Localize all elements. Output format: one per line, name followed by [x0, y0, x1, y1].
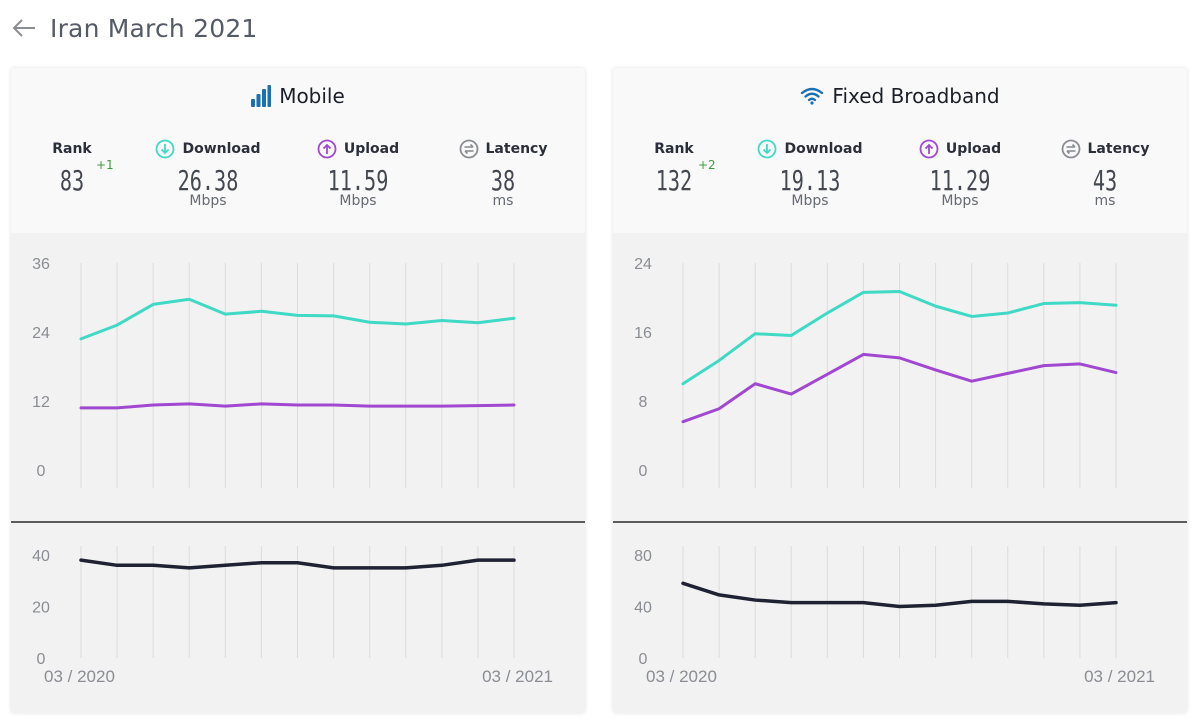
mobile-panel: Mobile Rank 83 +1 Download 26.38 Mbps: [11, 68, 585, 713]
y-tick-label: 12: [32, 394, 50, 411]
y-tick-label: 8: [639, 394, 648, 411]
page-title: Iran March 2021: [50, 13, 258, 43]
y-tick-label: 0: [37, 651, 46, 668]
download-value: 26.38: [177, 164, 239, 197]
latency-label-row: Latency: [443, 138, 563, 160]
fixed-rank-stat: Rank 132: [641, 138, 707, 196]
upload-value: 11.29: [929, 164, 991, 197]
upload-arrow-icon: [919, 139, 939, 159]
download-unit: Mbps: [189, 193, 227, 209]
fixed-title-text: Fixed Broadband: [832, 84, 1000, 108]
y-tick-label: 20: [32, 600, 50, 617]
wifi-icon: [801, 87, 824, 105]
rank-label: Rank: [654, 141, 694, 157]
fixed-upload-stat: Upload 11.29 Mbps: [905, 138, 1015, 208]
latency-value: 43: [1092, 164, 1118, 197]
y-tick-label: 0: [639, 651, 648, 668]
mobile-upload-line: [79, 402, 516, 410]
upload-label-row: Upload: [905, 138, 1015, 160]
mobile-latency-chart: 0 20 40 03 / 2020 03 / 2021: [32, 546, 553, 686]
x-end-date-label: 03 / 2021: [482, 667, 553, 686]
fixed-latency-stat: Latency 43 ms: [1045, 138, 1165, 208]
back-arrow-icon[interactable]: [10, 14, 38, 42]
fixed-upload-line: [681, 352, 1118, 424]
rank-change-badge: +1: [96, 158, 114, 172]
mobile-summary: Mobile Rank 83 +1 Download 26.38 Mbps: [11, 68, 585, 233]
latency-value: 38: [490, 164, 516, 197]
download-label-row: Download: [143, 138, 273, 160]
mobile-download-stat: Download 26.38 Mbps: [143, 138, 273, 208]
mobile-charts: 0 12 24 36 0 20 40 03 / 2020 03 / 2021: [11, 256, 585, 686]
download-unit: Mbps: [791, 193, 829, 209]
fixed-panel: Fixed Broadband Rank 132 +2 Download 19.…: [613, 68, 1187, 713]
latency-label: Latency: [485, 141, 548, 157]
signal-bars-icon: [251, 85, 272, 107]
mobile-download-line: [79, 297, 516, 341]
upload-unit: Mbps: [339, 193, 377, 209]
upload-value: 11.59: [327, 164, 389, 197]
mobile-latency-stat: Latency 38 ms: [443, 138, 563, 208]
download-label-row: Download: [745, 138, 875, 160]
y-tick-label: 0: [37, 463, 46, 480]
fixed-latency-line: [681, 581, 1118, 609]
upload-arrow-icon: [317, 139, 337, 159]
fixed-speed-chart: 0 8 16 24: [634, 256, 1118, 488]
y-tick-label: 40: [634, 600, 652, 617]
fixed-panel-title: Fixed Broadband: [613, 84, 1187, 108]
download-arrow-icon: [156, 139, 175, 159]
x-start-date-label: 03 / 2020: [646, 667, 717, 686]
upload-label: Upload: [945, 141, 1002, 157]
y-tick-label: 36: [32, 256, 50, 273]
mobile-latency-line: [79, 558, 516, 570]
rank-value: 83: [59, 164, 85, 197]
download-label: Download: [784, 141, 863, 157]
latency-unit: ms: [492, 193, 514, 209]
mobile-panel-title: Mobile: [11, 84, 585, 108]
y-tick-label: 24: [32, 325, 50, 342]
x-start-date-label: 03 / 2020: [44, 667, 115, 686]
latency-unit: ms: [1094, 193, 1116, 209]
upload-unit: Mbps: [941, 193, 979, 209]
download-value: 19.13: [779, 164, 841, 197]
mobile-speed-chart: 0 12 24 36: [32, 256, 516, 488]
latency-label-row: Latency: [1045, 138, 1165, 160]
y-tick-label: 40: [32, 548, 50, 565]
upload-label: Upload: [343, 141, 400, 157]
page-header: Iran March 2021: [10, 8, 258, 48]
upload-label-row: Upload: [303, 138, 413, 160]
latency-arrows-icon: [459, 139, 478, 159]
x-end-date-label: 03 / 2021: [1084, 667, 1155, 686]
download-arrow-icon: [758, 139, 777, 159]
y-tick-label: 0: [639, 463, 648, 480]
mobile-title-text: Mobile: [279, 84, 345, 108]
y-tick-label: 16: [634, 325, 652, 342]
fixed-download-line: [681, 289, 1118, 386]
rank-change-badge: +2: [698, 158, 716, 172]
fixed-latency-chart: 0 40 80 03 / 2020 03 / 2021: [634, 546, 1155, 686]
fixed-download-stat: Download 19.13 Mbps: [745, 138, 875, 208]
download-label: Download: [182, 141, 261, 157]
fixed-charts: 0 8 16 24 0 40 80 03 / 2020 03 / 2021: [613, 256, 1187, 686]
latency-arrows-icon: [1061, 139, 1080, 159]
mobile-upload-stat: Upload 11.59 Mbps: [303, 138, 413, 208]
y-tick-label: 24: [634, 256, 652, 273]
rank-label: Rank: [52, 141, 92, 157]
fixed-summary: Fixed Broadband Rank 132 +2 Download 19.…: [613, 68, 1187, 233]
y-tick-label: 80: [634, 548, 652, 565]
mobile-rank-stat: Rank 83: [39, 138, 105, 196]
rank-value: 132: [655, 164, 693, 197]
latency-label: Latency: [1087, 141, 1150, 157]
